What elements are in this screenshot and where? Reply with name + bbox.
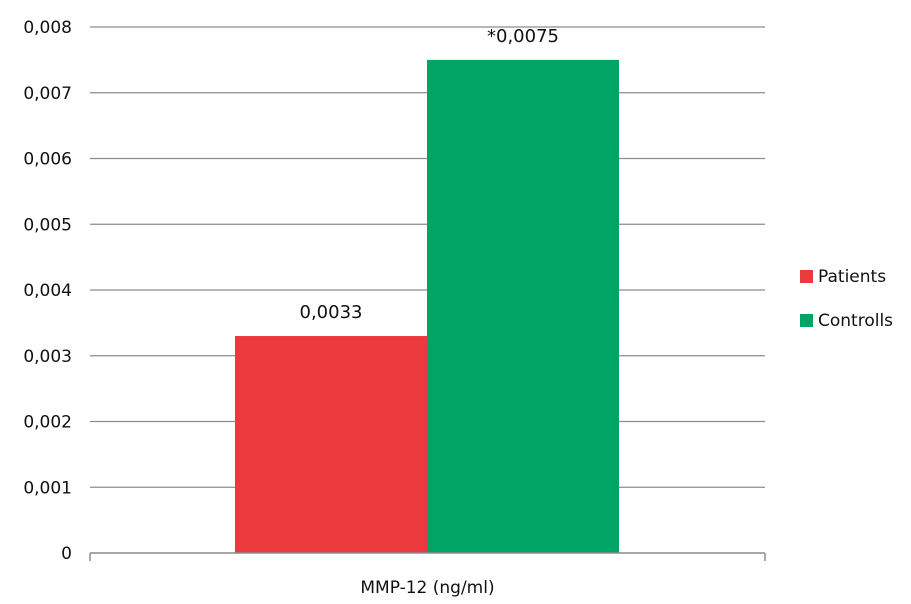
bar-patients [235, 336, 427, 553]
y-tick-label: 0,008 [23, 18, 72, 38]
x-axis-label: MMP-12 (ng/ml) [360, 578, 494, 598]
data-label-controlls: *0,0075 [487, 26, 559, 47]
data-labels: 0,0033 *0,0075 [300, 26, 559, 323]
bars [235, 59, 619, 553]
legend-entry-controlls: Controlls [818, 311, 893, 331]
legend-entry-patients: Patients [818, 267, 886, 287]
y-tick-label: 0,003 [23, 347, 72, 367]
legend: Patients Controlls [800, 267, 893, 331]
y-tick-label: 0,007 [23, 84, 72, 104]
y-tick-label: 0 [61, 544, 72, 564]
y-tick-label: 0,002 [23, 413, 72, 433]
legend-swatch-patients [800, 270, 813, 283]
x-axis: MMP-12 (ng/ml) [89, 552, 766, 598]
bar-controlls [427, 59, 619, 553]
data-label-patients: 0,0033 [300, 302, 363, 323]
y-tick-label: 0,005 [23, 215, 72, 235]
y-tick-label: 0,006 [23, 150, 72, 170]
y-tick-label: 0,001 [23, 478, 72, 498]
legend-swatch-controlls [800, 314, 813, 327]
y-tick-label: 0,004 [23, 281, 72, 301]
y-axis-ticks: 0 0,001 0,002 0,003 0,004 0,005 0,006 0,007 0,00… [23, 18, 72, 564]
